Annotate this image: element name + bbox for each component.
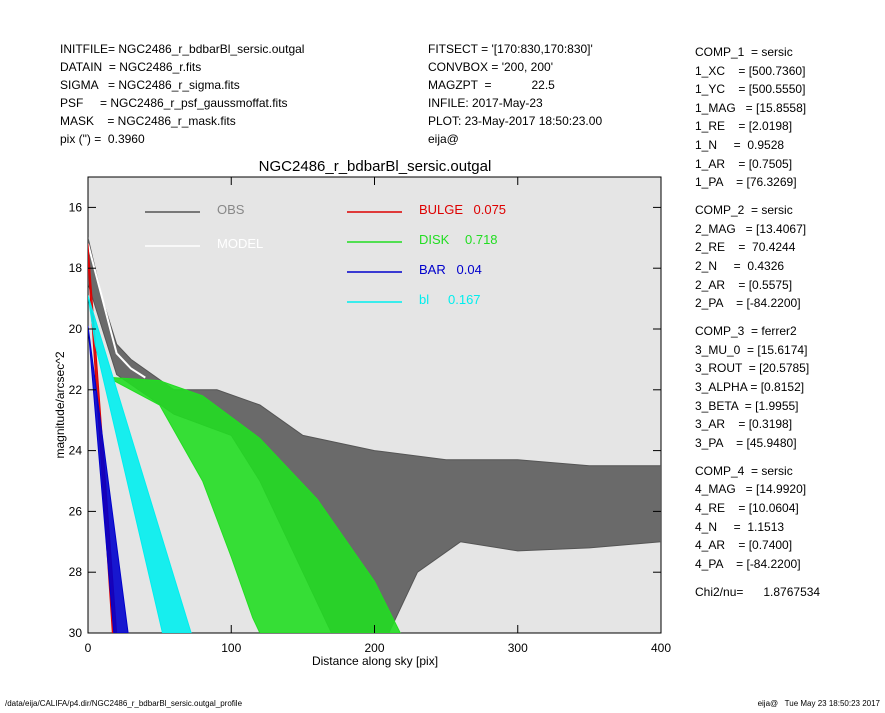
legend-label: DISK bbox=[419, 232, 450, 247]
param-line: 1_N = 0.9528 bbox=[695, 138, 785, 152]
header-line: PSF = NGC2486_r_psf_gaussmoffat.fits bbox=[60, 96, 288, 110]
legend-fraction: 0.075 bbox=[474, 202, 507, 217]
y-tick-label: 24 bbox=[69, 444, 83, 458]
param-line: 1_PA = [76.3269] bbox=[695, 175, 797, 190]
y-tick-label: 18 bbox=[69, 261, 83, 275]
x-tick-label: 400 bbox=[651, 641, 671, 655]
param-line: 4_AR = [0.7400] bbox=[695, 538, 793, 553]
point-cloud bbox=[113, 377, 401, 633]
header-line: SIGMA = NGC2486_r_sigma.fits bbox=[60, 78, 240, 92]
param-line: Chi2/nu= 1.8767534 bbox=[695, 584, 821, 599]
legend-fraction: 0.167 bbox=[448, 292, 481, 307]
plot-content bbox=[88, 237, 661, 633]
param-line: 3_ROUT = [20.5785] bbox=[695, 361, 810, 376]
header-line: INFILE: 2017-May-23 bbox=[428, 96, 543, 110]
param-line: COMP_3 = ferrer2 bbox=[695, 324, 797, 339]
header-line: eija@ bbox=[428, 132, 459, 146]
x-tick-label: 0 bbox=[85, 641, 92, 655]
model-line bbox=[88, 243, 146, 379]
param-line: 3_PA = [45.9480] bbox=[695, 435, 797, 450]
header-line: FITSECT = '[170:830,170:830]' bbox=[428, 42, 593, 56]
param-line: 2_PA = [-84.2200] bbox=[695, 296, 801, 311]
param-line: 1_AR = [0.7505] bbox=[695, 156, 793, 171]
param-line: 4_PA = [-84.2200] bbox=[695, 556, 801, 571]
chart-title: NGC2486_r_bdbarBl_sersic.outgal bbox=[259, 158, 492, 175]
point-cloud bbox=[88, 295, 192, 633]
legend-label: OBS bbox=[217, 202, 245, 217]
param-line: 2_MAG = [13.4067] bbox=[695, 221, 807, 236]
legend-label: BAR bbox=[419, 262, 446, 277]
legend-label: MODEL bbox=[217, 236, 263, 251]
y-axis-label: magnitude/arcsec^2 bbox=[53, 351, 67, 458]
param-line: 2_RE = 70.4244 bbox=[695, 240, 796, 255]
legend-label: BULGE bbox=[419, 202, 463, 217]
param-line: 2_N = 0.4326 bbox=[695, 259, 785, 273]
param-line: COMP_2 = sersic bbox=[695, 203, 793, 218]
x-tick-label: 300 bbox=[508, 641, 528, 655]
y-tick-label: 22 bbox=[69, 383, 83, 397]
x-axis-label: Distance along sky [pix] bbox=[312, 654, 438, 668]
x-tick-label: 200 bbox=[364, 641, 384, 655]
param-line: 3_BETA = [1.9955] bbox=[695, 398, 799, 413]
param-line: 4_MAG = [14.9920] bbox=[695, 482, 807, 497]
legend-fraction: 0.04 bbox=[457, 262, 482, 277]
param-line: 1_RE = [2.0198] bbox=[695, 119, 793, 134]
param-line: 4_RE = [10.0604] bbox=[695, 501, 799, 515]
param-line: 1_MAG = [15.8558] bbox=[695, 100, 807, 115]
y-tick-label: 28 bbox=[69, 565, 83, 579]
header-line: CONVBOX = '200, 200' bbox=[428, 60, 553, 74]
header-line: pix (") = 0.3960 bbox=[60, 132, 145, 146]
header-line: INITFILE= NGC2486_r_bdbarBl_sersic.outga… bbox=[60, 42, 305, 56]
header-line: DATAIN = NGC2486_r.fits bbox=[60, 60, 202, 74]
header-line: MASK = NGC2486_r_mask.fits bbox=[60, 114, 236, 128]
param-line: 3_ALPHA = [0.8152] bbox=[695, 380, 805, 394]
y-tick-label: 20 bbox=[69, 322, 83, 336]
legend-label: bl bbox=[419, 292, 429, 307]
param-line: COMP_1 = sersic bbox=[695, 45, 793, 59]
x-tick-label: 100 bbox=[221, 641, 241, 655]
param-line: 4_N = 1.1513 bbox=[695, 519, 785, 534]
header-line: MAGZPT = 22.5 bbox=[428, 78, 555, 92]
param-line: COMP_4 = sersic bbox=[695, 463, 793, 478]
y-tick-label: 16 bbox=[69, 200, 83, 214]
param-line: 1_YC = [500.5550] bbox=[695, 82, 806, 97]
param-line: 1_XC = [500.7360] bbox=[695, 63, 806, 78]
legend-fraction: 0.718 bbox=[465, 232, 498, 247]
param-line: 3_AR = [0.3198] bbox=[695, 417, 793, 432]
footer-left: /data/eija/CALIFA/p4.dir/NGC2486_r_bdbar… bbox=[5, 699, 243, 708]
param-line: 3_MU_0 = [15.6174] bbox=[695, 342, 808, 357]
y-tick-label: 30 bbox=[69, 626, 83, 640]
y-tick-label: 26 bbox=[69, 504, 83, 518]
param-line: 2_AR = [0.5575] bbox=[695, 277, 793, 292]
header-line: PLOT: 23-May-2017 18:50:23.00 bbox=[428, 114, 603, 128]
footer-right: eija@ Tue May 23 18:50:23 2017 bbox=[757, 699, 880, 708]
chart: NGC2486_r_bdbarBl_sersic.outgal Distance… bbox=[53, 158, 671, 668]
point-cloud bbox=[88, 325, 129, 633]
